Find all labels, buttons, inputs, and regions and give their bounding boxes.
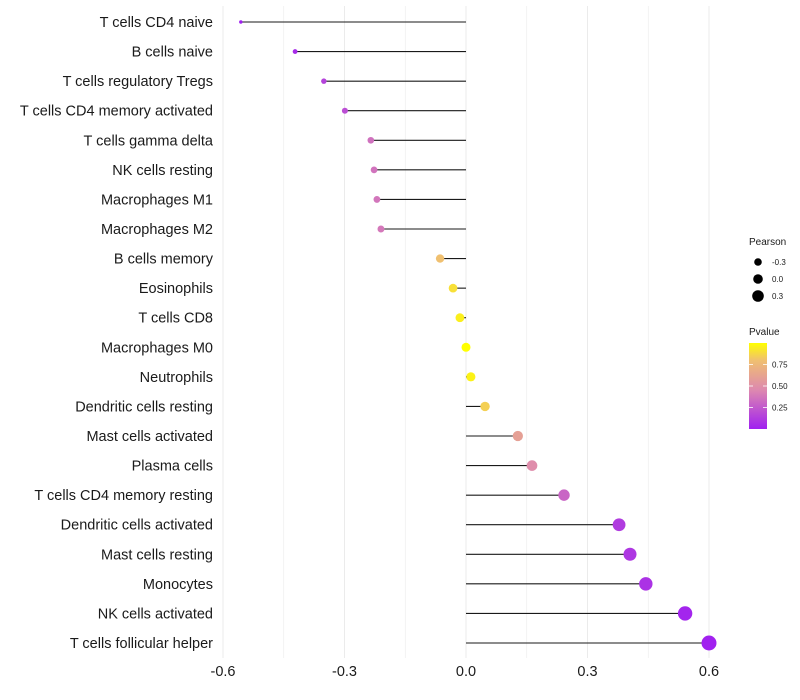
x-tick-label: -0.3 [332, 664, 357, 680]
legend-size-title: Pearson [749, 237, 786, 248]
legend-colorbar [749, 343, 767, 429]
y-tick-label: T cells CD4 memory activated [20, 104, 213, 120]
legend-size-dot [753, 274, 763, 284]
lollipop-point [677, 606, 693, 621]
lollipop-point [435, 254, 445, 263]
lollipop-point [341, 107, 348, 114]
lollipop-point [455, 313, 465, 323]
y-tick-label: B cells memory [114, 252, 214, 268]
y-axis-labels: T cells CD4 naive B cells naive T cells re… [20, 15, 214, 652]
y-tick-label: Macrophages M2 [101, 222, 213, 238]
lollipop-point [701, 635, 717, 651]
y-tick-label: T cells gamma delta [84, 133, 214, 149]
y-tick-label: T cells CD4 memory resting [34, 488, 213, 504]
y-tick-label: Neutrophils [140, 370, 213, 386]
y-tick-label: Mast cells activated [86, 429, 213, 445]
lollipop-point [466, 372, 476, 382]
lollipop-point [639, 577, 653, 591]
y-tick-label: T cells follicular helper [70, 636, 213, 652]
y-tick-label: Eosinophils [139, 281, 213, 297]
lollipop-point [292, 49, 298, 54]
y-tick-label: Macrophages M0 [101, 340, 213, 356]
lollipop-point [461, 342, 471, 352]
points-layer [239, 20, 717, 651]
y-tick-label: Monocytes [143, 577, 213, 593]
stems-layer [240, 21, 709, 644]
y-tick-label: T cells regulatory Tregs [63, 74, 213, 90]
y-tick-label: Mast cells resting [101, 547, 213, 563]
lollipop-point [623, 547, 637, 561]
y-tick-label: Macrophages M1 [101, 192, 213, 208]
legend-size-label: -0.3 [772, 258, 786, 267]
lollipop-point [512, 430, 523, 442]
grid-layer [222, 6, 710, 658]
lollipop-point [370, 166, 378, 174]
legend-size-dot [752, 290, 764, 302]
lollipop-point [612, 518, 626, 532]
x-axis-ticks: -0.6 -0.3 0.0 0.3 0.6 [211, 664, 720, 680]
legend-color-label: 0.25 [772, 404, 788, 413]
y-tick-label: B cells naive [132, 45, 213, 61]
legend-size-label: 0.0 [772, 275, 784, 284]
legend-size-keys: -0.3 0.0 0.3 [752, 258, 786, 302]
legend-color-keys: 0.75 0.50 0.25 [749, 361, 788, 413]
y-tick-label: T cells CD4 naive [100, 15, 213, 31]
lollipop-point [239, 20, 243, 24]
legend-color-label: 0.50 [772, 382, 788, 391]
legend-size-label: 0.3 [772, 292, 784, 301]
lollipop-point [480, 401, 490, 412]
x-tick-label: 0.0 [456, 664, 476, 680]
legend: Pearson -0.3 0.0 0.3 Pvalue 0.75 0.50 0.25 [749, 237, 788, 429]
y-tick-label: Dendritic cells activated [61, 518, 213, 534]
lollipop-point [448, 283, 458, 293]
x-tick-label: 0.6 [699, 664, 719, 680]
y-tick-label: NK cells resting [112, 163, 213, 179]
y-tick-label: Dendritic cells resting [75, 399, 213, 415]
lollipop-point [373, 196, 381, 203]
legend-size-dot [754, 258, 762, 266]
x-tick-label: 0.3 [577, 664, 597, 680]
lollipop-point [526, 460, 538, 471]
legend-color-label: 0.75 [772, 361, 788, 370]
lollipop-point [367, 136, 375, 144]
x-tick-label: -0.6 [211, 664, 236, 680]
y-tick-label: NK cells activated [98, 606, 213, 622]
lollipop-point [321, 78, 327, 84]
lollipop-point [377, 225, 385, 233]
lollipop-point [558, 489, 570, 501]
legend-color-title: Pvalue [749, 327, 780, 338]
y-tick-label: Plasma cells [132, 459, 213, 475]
y-tick-label: T cells CD8 [138, 311, 213, 327]
